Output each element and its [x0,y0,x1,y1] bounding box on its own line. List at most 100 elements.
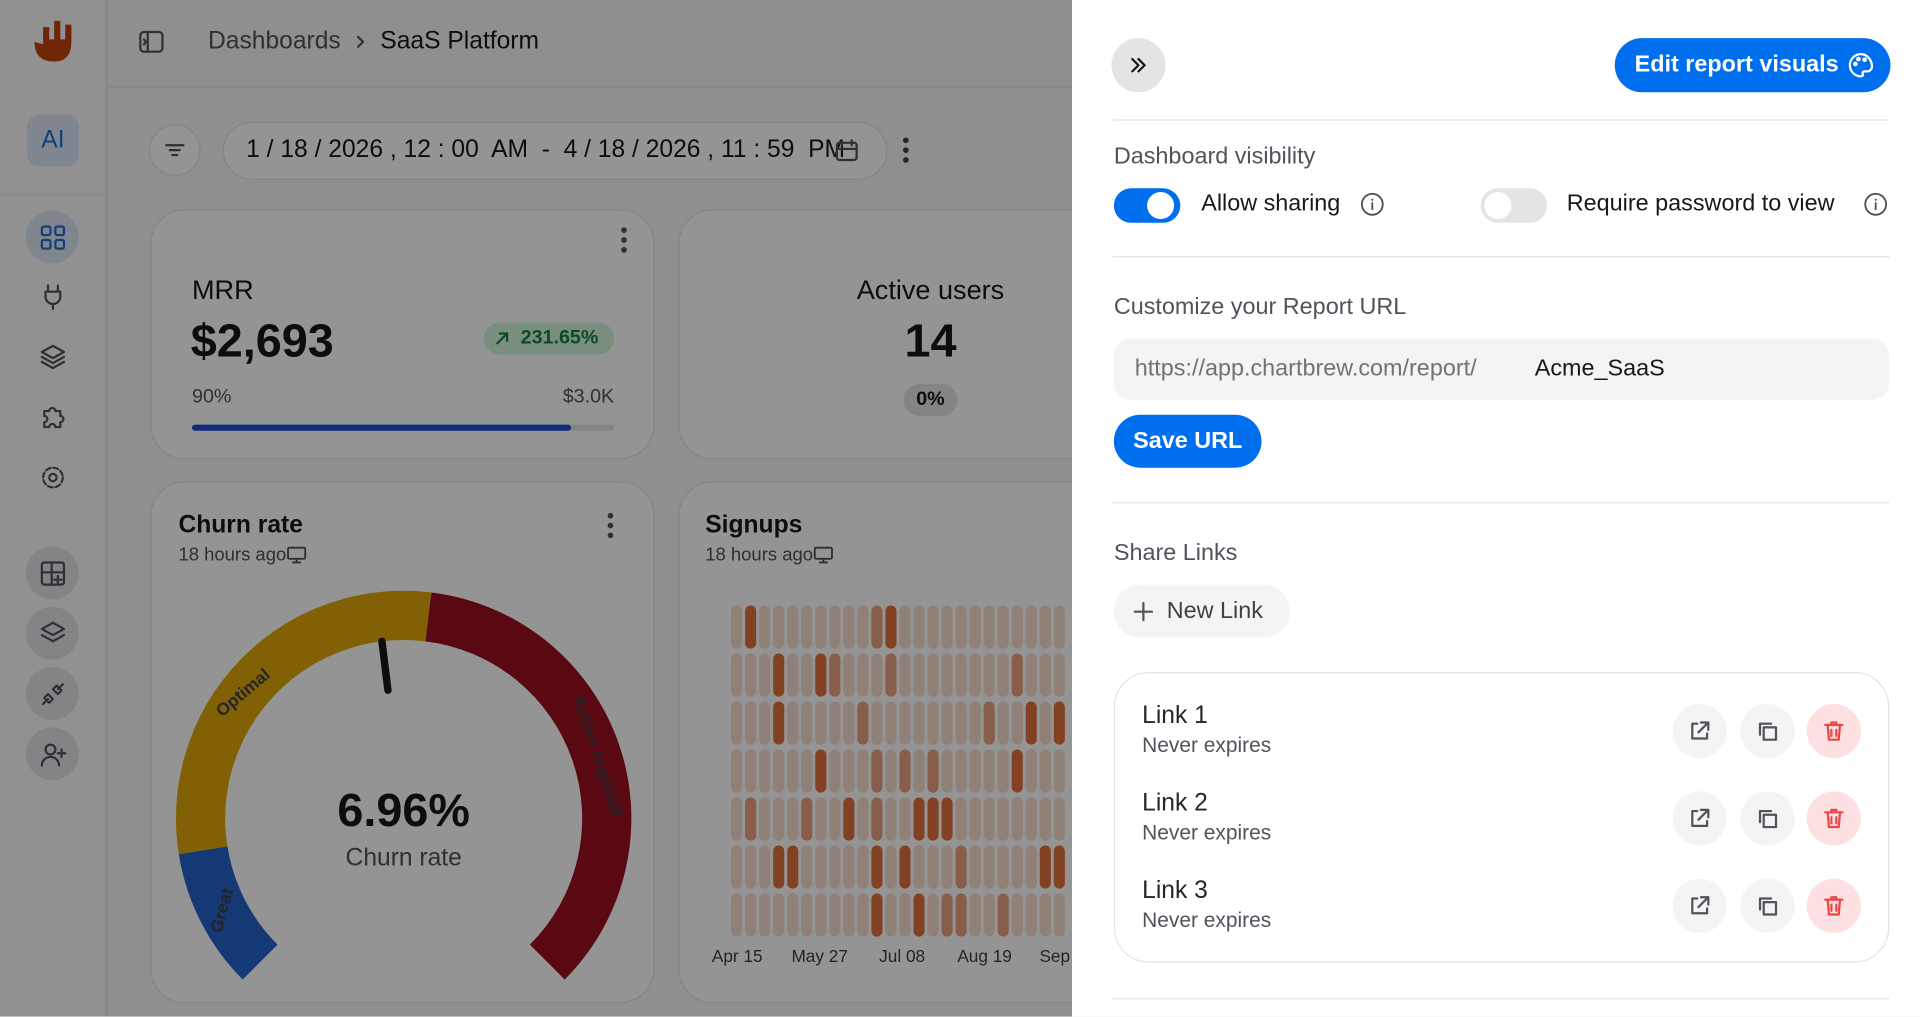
date-range-input[interactable] [222,121,888,180]
heatmap-cell [1011,797,1023,841]
toggle-label: Require password to view [1566,190,1835,217]
add-user-icon[interactable] [39,741,67,768]
toggle-sidebar-icon[interactable] [138,28,165,55]
heatmap-cell [815,893,827,937]
dashboards-icon[interactable] [39,224,66,251]
settings-icon[interactable] [39,464,66,491]
chart-title: Signups [705,511,803,539]
gauge-value: 6.96% [337,784,470,836]
heatmap-cell [1039,701,1051,745]
toggle-knob [1147,191,1175,220]
toggle-knob [1484,191,1512,220]
card-menu[interactable] [604,511,616,543]
logo[interactable] [30,17,77,66]
heatmap-cell [731,749,743,793]
button-label: Edit report visuals [1634,51,1839,78]
integrations-icon[interactable] [39,404,66,431]
heatmap-cell [829,893,841,937]
heatmap-cell [941,749,953,793]
heatmap-cell [969,893,981,937]
heatmap-cell [941,701,953,745]
heatmap-cell [955,893,967,937]
connections-icon[interactable] [39,283,66,311]
heatmap-cell [1053,749,1065,793]
heatmap-cell [955,605,967,649]
delete-link-button[interactable] [1806,703,1861,759]
display-icon [287,546,307,564]
heatmap-cell [1039,605,1051,649]
active-nav-bg [25,210,79,264]
heatmap-cell [815,845,827,889]
add-connection-icon[interactable] [39,681,66,708]
modal-backdrop[interactable] [0,0,1072,1017]
change-text: 231.65% [520,327,599,349]
heatmap-cell [1053,845,1065,889]
change-badge [483,322,615,355]
heatmap-cell [955,845,967,889]
heatmap-cell [885,653,897,697]
icon-path [1824,721,1844,741]
heatmap-cell [983,845,995,889]
heatmap-cell [983,797,995,841]
breadcrumb-current: SaaS Platform [380,27,540,55]
trend-up-icon [496,332,509,345]
calendar-icon[interactable] [834,138,859,163]
heatmap-cell [941,893,953,937]
heatmap-cell [913,653,925,697]
heatmap-cell [801,605,813,649]
section-title: Dashboard visibility [1113,143,1316,170]
button-icon [1691,896,1710,915]
heatmap-cell [885,749,897,793]
heatmap-cell [871,701,883,745]
more-menu[interactable] [900,135,912,167]
heatmap-cell [899,797,911,841]
info-icon[interactable] [1863,192,1888,217]
save-url-button[interactable]: Save URL [1113,414,1262,468]
heatmap-cell [843,749,855,793]
heatmap-cell [1025,893,1037,937]
heatmap-cell [829,845,841,889]
url-slug: Acme_SaaS [1534,355,1665,382]
copy-link-button[interactable] [1739,791,1794,846]
heatmap-cell [1039,653,1051,697]
heatmap-cell [885,797,897,841]
heatmap-cell [955,701,967,745]
copy-link-button[interactable] [1739,878,1794,933]
add-dataset-icon[interactable] [39,620,66,647]
heatmap-cell [857,653,869,697]
ai-button[interactable]: AI [27,114,79,167]
heatmap-cell [759,605,771,649]
heatmap-cell [773,701,785,745]
heatmap-cell [843,653,855,697]
icon-path [1824,896,1844,916]
icon-path [1758,897,1777,916]
heatmap-cell [1025,845,1037,889]
delete-link-button[interactable] [1806,791,1861,846]
heatmap-cell [997,701,1009,745]
icon-path [1824,808,1844,829]
heatmap-cell [997,749,1009,793]
breadcrumb-link[interactable]: Dashboards [207,27,341,55]
edit-visuals-button[interactable]: Edit report visuals [1614,38,1891,93]
icon-path [1758,809,1777,829]
card-menu[interactable] [618,225,630,257]
heatmap-cell [801,749,813,793]
section-divider [1112,998,1890,1000]
heatmap-cell [955,749,967,793]
palette-icon [1848,53,1874,78]
heatmap-cell [913,893,925,937]
copy-link-button[interactable] [1739,703,1794,759]
nav-bg [25,667,79,720]
info-icon[interactable] [1360,192,1385,217]
delete-link-button[interactable] [1806,878,1861,933]
datasets-icon[interactable] [39,343,66,370]
heatmap-cell [1053,701,1065,745]
kpi-title: MRR [191,274,254,306]
report-url-input[interactable] [1113,338,1890,400]
add-chart-icon[interactable] [39,560,66,587]
heatmap-cell [941,605,953,649]
heatmap-cell [1053,605,1065,649]
heatmap-cell [1025,605,1037,649]
